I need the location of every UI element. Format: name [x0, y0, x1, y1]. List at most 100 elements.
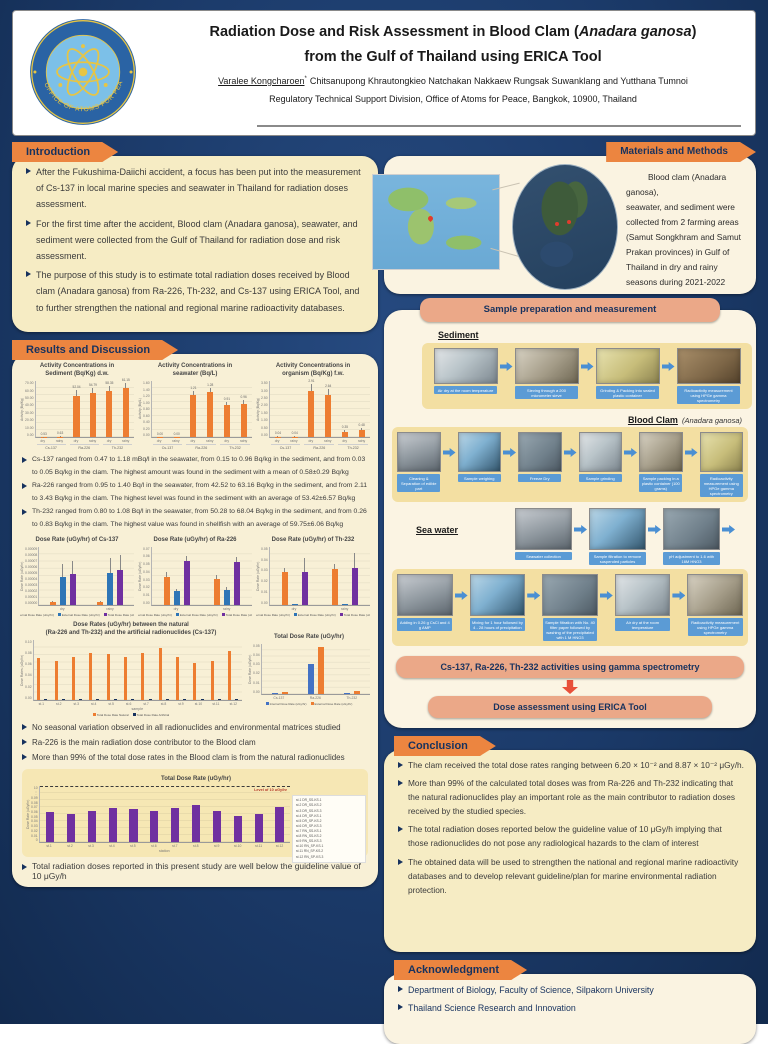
process-photo [515, 508, 572, 550]
bullet-arrow-icon [22, 509, 27, 515]
bar-value-label: 0.00 [166, 432, 188, 436]
bar-slot [162, 547, 171, 605]
bar [308, 391, 314, 438]
y-tick: 0.06 [31, 810, 38, 814]
plot-area [269, 547, 370, 606]
bar-slot [227, 640, 233, 700]
bar-slot [147, 640, 153, 700]
y-tick: 0.09 [31, 796, 38, 800]
step-arrow-icon [443, 448, 456, 457]
category-cell: 0.48 [353, 381, 370, 437]
x-tick: rainy [86, 607, 134, 611]
y-tick: 0.00000 [25, 601, 37, 605]
x-tick: rainy [201, 607, 252, 611]
y-axis-label: Dose Rate (uGy/hr) [26, 786, 30, 842]
x-group-label: Th-232 [220, 444, 250, 450]
bar [97, 602, 103, 605]
bar [46, 812, 54, 843]
conclusion-bullet-2-text: More than 99% of the calculated total do… [408, 776, 744, 818]
legend-swatch [104, 613, 107, 616]
y-tick: 10.00 [25, 426, 34, 430]
chart-legend: Internal Dose Rate (uGy/hr)External Dose… [20, 613, 134, 617]
error-bar [210, 388, 211, 392]
error-bar [109, 386, 110, 391]
bullet-arrow-icon [398, 986, 403, 992]
category-cell [270, 547, 320, 605]
process-photo [615, 574, 671, 616]
process-step: Radioactivity measurement using HPGe gam… [688, 574, 742, 636]
legend-label: External Dose Rate (uGy/hr) [298, 613, 336, 617]
process-step: Seawater collection [516, 508, 571, 560]
process-caption: Radioactivity measurement using HPGe gam… [688, 618, 743, 636]
error-bar [62, 564, 63, 577]
bar [224, 590, 230, 605]
bar [89, 653, 92, 700]
bar-value-label: 1.28 [199, 383, 221, 387]
x-tick: dry [38, 607, 86, 611]
y-axis-label: Dose Rate (uGy/hr) [20, 547, 24, 605]
y-tick: 0.02 [261, 579, 268, 583]
y-tick: 0.01 [31, 834, 38, 838]
legend-swatch [294, 613, 297, 616]
error-bar [120, 555, 121, 570]
y-tick: 0.00002 [25, 589, 37, 593]
y-tick: 0.03 [261, 568, 268, 572]
category-cell: 0.53 [36, 381, 52, 437]
circle [33, 70, 36, 73]
chart-title: Dose Rates (uGy/hr) between the natural(… [20, 621, 242, 637]
category-cell: 54.79 [85, 381, 101, 437]
category-cell: 0.04 [286, 381, 303, 437]
process-caption: Air dry at the room temperature [615, 618, 670, 631]
category-cell [172, 640, 189, 700]
x-tick: st.1 [39, 844, 60, 848]
bar [292, 604, 298, 605]
category-cell [81, 786, 102, 842]
bar-slot [157, 640, 163, 700]
bar-slot [280, 547, 289, 605]
bar-slot [83, 786, 100, 842]
error-bar [344, 430, 345, 431]
legend-label: Total Dose Rate (uGy/hr) [108, 613, 134, 617]
legend-label: External Dose Rate (uGy/hr) [62, 613, 100, 617]
bar [318, 647, 324, 694]
chart-title-line: Dose Rates (uGy/hr) between the natural [20, 621, 242, 629]
plot-area [151, 547, 252, 606]
bar-slot [42, 786, 59, 842]
southeast-asia-map [372, 174, 500, 270]
category-cell: 61.15 [118, 381, 134, 437]
process-step: Adding in 0.26 g CsCl and 4 g AMP [398, 574, 452, 631]
legend-swatch [93, 713, 96, 716]
y-tick: 40.00 [25, 403, 34, 407]
chart-title-line: Activity Concentrations in [20, 362, 134, 370]
results-bullet-th232: Th-232 ranged from 0.80 to 1.08 Bq/l in … [20, 506, 370, 532]
bar-slot [216, 640, 222, 700]
process-step: Sample weighing [459, 432, 501, 482]
thailand-satellite-map [512, 164, 618, 290]
bullet-arrow-icon [26, 271, 31, 277]
authors-line: Varalee Kongcharoen*Chitsanupong Khrauto… [151, 76, 755, 86]
bar-slot [208, 786, 225, 842]
legend-entry: External Dose Rate (uGy/hr) [176, 613, 218, 617]
process-photo [687, 574, 743, 616]
bar-slot [232, 547, 241, 605]
category-cell: 0.63 [52, 381, 68, 437]
bar [164, 577, 170, 605]
x-tick: st.5 [122, 844, 143, 848]
process-photo [677, 348, 741, 384]
legend-label: External Dose Rate (uGy/hr) [180, 613, 218, 617]
bar [70, 574, 76, 604]
bar [159, 648, 162, 700]
bar-slot [330, 547, 339, 605]
results-bullet-contributor-text: Ra-226 is the main radiation dose contri… [32, 736, 256, 751]
chart-total-dose-by-radionuclide: Total Dose Rate (uGy/hr)Dose Rate (uGy/h… [248, 633, 370, 706]
bar [124, 657, 127, 700]
